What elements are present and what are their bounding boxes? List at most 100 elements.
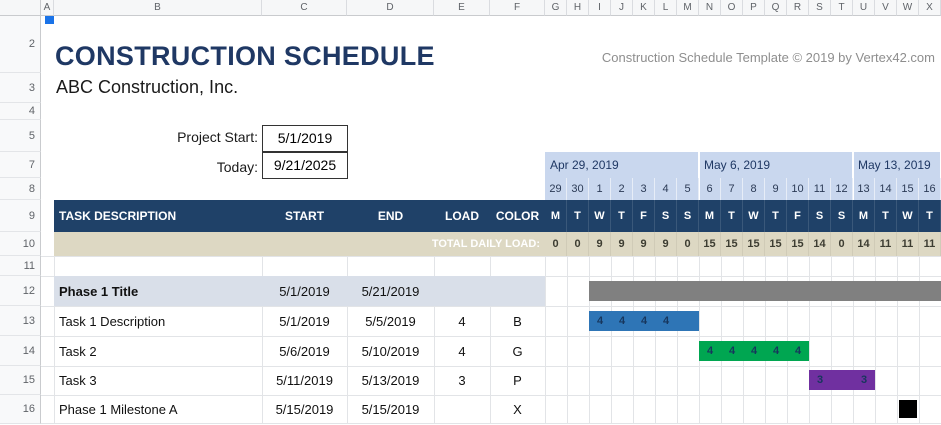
- row-header-3[interactable]: 3: [0, 73, 41, 103]
- start-cell[interactable]: 5/15/2019: [275, 402, 334, 417]
- total-cell: 15: [699, 232, 721, 256]
- gridline: [809, 256, 810, 423]
- column-header-U[interactable]: U: [853, 0, 875, 16]
- end-cell[interactable]: 5/15/2019: [361, 402, 420, 417]
- column-header-R[interactable]: R: [787, 0, 809, 16]
- column-header-M[interactable]: M: [677, 0, 699, 16]
- column-header-D[interactable]: D: [347, 0, 434, 16]
- color-cell[interactable]: B: [513, 313, 522, 329]
- column-header-Q[interactable]: Q: [765, 0, 787, 16]
- total-cell: 11: [897, 232, 919, 256]
- row-header-5[interactable]: 5: [0, 120, 41, 152]
- day-number-cell: 10: [787, 178, 809, 200]
- load-cell[interactable]: [434, 395, 490, 424]
- end-cell[interactable]: 5/21/2019: [361, 283, 420, 299]
- task-cell[interactable]: Phase 1 Title: [59, 283, 139, 299]
- column-header-T[interactable]: T: [831, 0, 853, 16]
- gridline: [41, 423, 941, 424]
- day-number-cell: 8: [743, 178, 765, 200]
- row-header-9[interactable]: 9: [0, 200, 41, 232]
- gridline: [490, 256, 491, 423]
- row-header-14[interactable]: 14: [0, 336, 41, 366]
- total-cell: 0: [545, 232, 567, 256]
- total-cell: 15: [721, 232, 743, 256]
- column-header-W[interactable]: W: [897, 0, 919, 16]
- column-header-O[interactable]: O: [721, 0, 743, 16]
- load-cell[interactable]: 4: [458, 343, 466, 359]
- gridline: [699, 256, 700, 423]
- end-cell[interactable]: 5/10/2019: [361, 343, 420, 359]
- bar-load-label: 4: [772, 345, 780, 357]
- gridline: [41, 306, 941, 307]
- column-header-H[interactable]: H: [567, 0, 589, 16]
- column-header-C[interactable]: C: [262, 0, 347, 16]
- load-cell[interactable]: 4: [458, 313, 466, 329]
- gridline: [434, 256, 435, 423]
- today-label: Today:: [216, 159, 258, 175]
- project-start-input[interactable]: 5/1/2019: [262, 125, 348, 152]
- start-cell[interactable]: 5/6/2019: [279, 343, 330, 359]
- total-cell: 0: [831, 232, 853, 256]
- column-header-X[interactable]: X: [919, 0, 941, 16]
- row-header-13[interactable]: 13: [0, 306, 41, 336]
- column-header-K[interactable]: K: [633, 0, 655, 16]
- start-cell[interactable]: 5/1/2019: [279, 283, 330, 299]
- task-cell[interactable]: Task 2: [59, 343, 97, 359]
- end-cell[interactable]: 5/5/2019: [365, 313, 416, 329]
- gantt-bar[interactable]: 4 4 4 4: [589, 311, 699, 331]
- gridline: [919, 256, 920, 423]
- row-header-10[interactable]: 10: [0, 232, 41, 256]
- row-header-8[interactable]: 8: [0, 178, 41, 200]
- column-header-F[interactable]: F: [490, 0, 545, 16]
- total-cell: 9: [633, 232, 655, 256]
- color-cell[interactable]: X: [513, 402, 522, 417]
- task-cell[interactable]: Task 1 Description: [59, 313, 166, 329]
- row-header-7[interactable]: 7: [0, 152, 41, 178]
- column-header-E[interactable]: E: [434, 0, 490, 16]
- column-header-I[interactable]: I: [589, 0, 611, 16]
- total-cell: 14: [809, 232, 831, 256]
- gridline: [41, 336, 941, 337]
- start-cell[interactable]: 5/11/2019: [276, 373, 333, 388]
- day-letter-cell: W: [743, 200, 765, 232]
- task-cell[interactable]: Phase 1 Milestone A: [59, 402, 178, 417]
- total-cell: 14: [853, 232, 875, 256]
- row-header-16[interactable]: 16: [0, 395, 41, 424]
- gantt-bar[interactable]: 4 4 4 4 4: [699, 341, 809, 361]
- start-cell[interactable]: 5/1/2019: [279, 313, 330, 329]
- column-header-N[interactable]: N: [699, 0, 721, 16]
- day-number-cell: 15: [897, 178, 919, 200]
- row-header-2[interactable]: 2: [0, 16, 41, 73]
- milestone-marker[interactable]: [899, 400, 917, 418]
- column-header-V[interactable]: V: [875, 0, 897, 16]
- column-header-J[interactable]: J: [611, 0, 633, 16]
- gantt-bar-phase[interactable]: [589, 281, 941, 301]
- day-letter-cell: S: [655, 200, 677, 232]
- color-cell[interactable]: G: [512, 343, 523, 359]
- load-cell[interactable]: 3: [458, 373, 466, 388]
- row-header-4[interactable]: 4: [0, 103, 41, 120]
- bar-load-label: 4: [794, 345, 802, 357]
- end-cell[interactable]: 5/13/2019: [361, 373, 420, 388]
- column-header-B[interactable]: B: [54, 0, 262, 16]
- row-header-15[interactable]: 15: [0, 366, 41, 395]
- week-separator: [853, 152, 854, 200]
- gridline: [633, 256, 634, 423]
- load-cell[interactable]: [434, 276, 490, 306]
- total-cell: 9: [611, 232, 633, 256]
- project-start-label: Project Start:: [177, 129, 258, 145]
- column-header-A[interactable]: A: [41, 0, 54, 16]
- today-input[interactable]: 9/21/2025: [262, 152, 348, 179]
- row-header-12[interactable]: 12: [0, 276, 41, 306]
- task-cell[interactable]: Task 3: [59, 373, 97, 388]
- color-cell[interactable]: P: [513, 373, 522, 388]
- color-cell[interactable]: [490, 276, 545, 306]
- row-header-11[interactable]: 11: [0, 256, 41, 276]
- select-all-corner[interactable]: [0, 0, 41, 16]
- column-header-G[interactable]: G: [545, 0, 567, 16]
- gridline: [41, 256, 941, 257]
- column-header-L[interactable]: L: [655, 0, 677, 16]
- column-header-P[interactable]: P: [743, 0, 765, 16]
- column-header-S[interactable]: S: [809, 0, 831, 16]
